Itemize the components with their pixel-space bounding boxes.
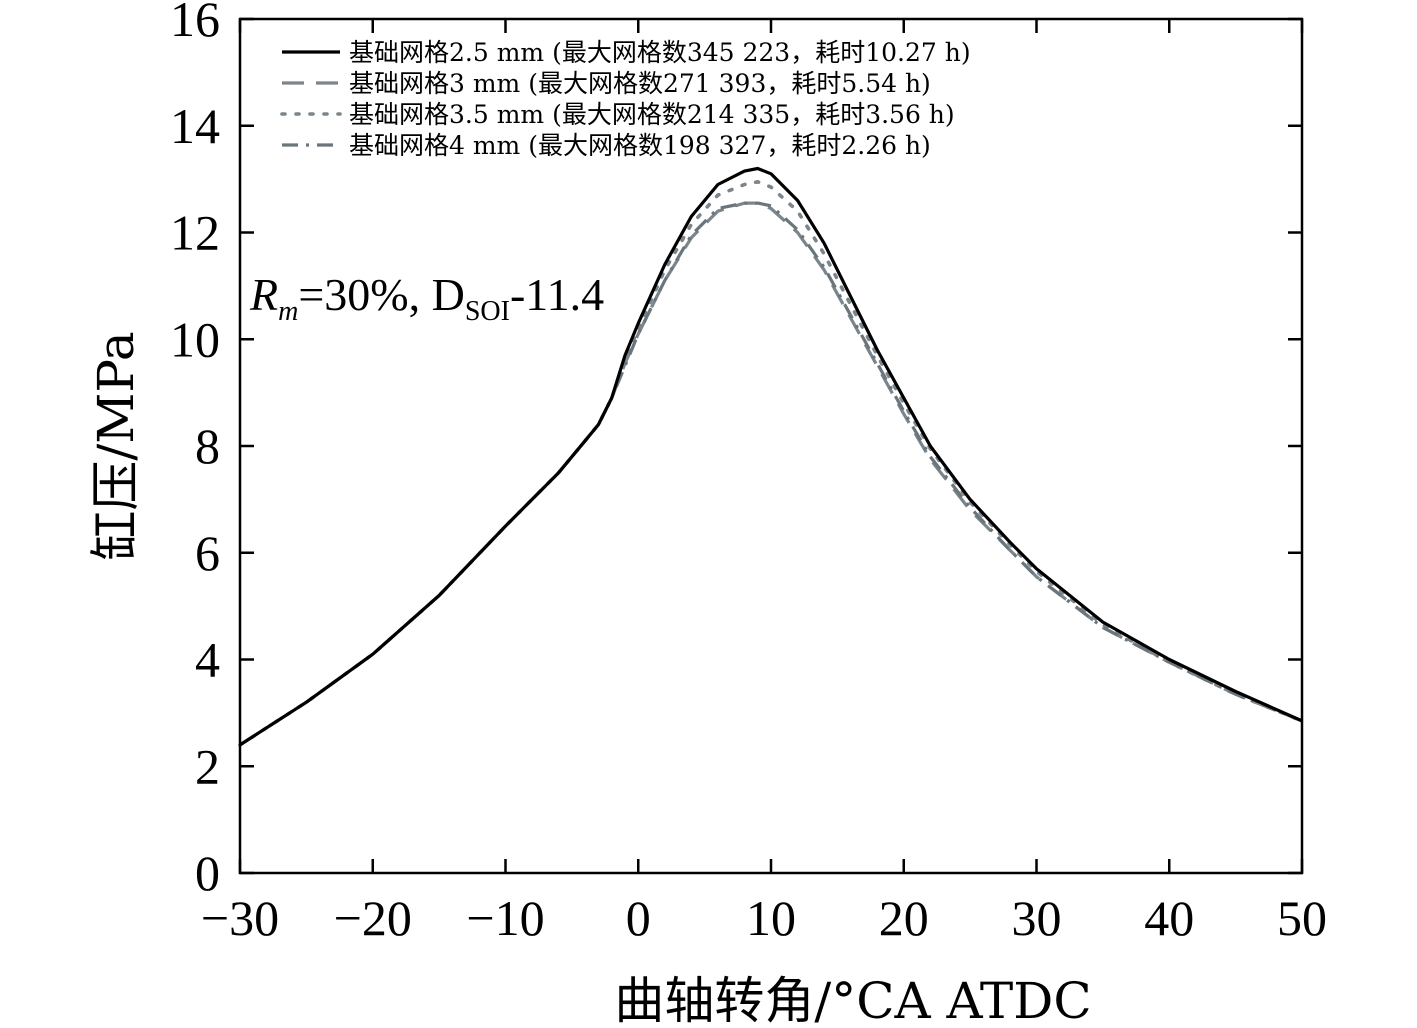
legend-label-1: 基础网格2.5 mm (最大网格数345 223，耗时10.27 h) [349, 38, 971, 67]
x-tick-label: 50 [1277, 890, 1327, 946]
y-tick-label: 8 [195, 418, 220, 474]
annotation-r-value: =30%, D [298, 269, 464, 320]
annotation-r-subscript: m [278, 296, 298, 327]
y-tick-label: 0 [195, 845, 220, 901]
x-tick-label: 10 [746, 890, 796, 946]
x-axis-title: 曲轴转角/°CA ATDC [614, 972, 1091, 1028]
annotation-d-value: -11.4 [510, 269, 604, 320]
x-tick-label: 30 [1012, 890, 1062, 946]
legend-label-2: 基础网格3 mm (最大网格数271 393，耗时5.54 h) [349, 69, 931, 98]
annotation-d-subscript: SOI [465, 296, 510, 327]
x-tick-label: 20 [879, 890, 929, 946]
y-tick-label: 16 [170, 0, 220, 47]
series-line-1 [239, 166, 1303, 747]
series-line-4 [239, 201, 1303, 747]
y-tick-label: 6 [195, 525, 220, 581]
y-tick-label: 10 [170, 311, 220, 367]
y-tick-label: 2 [195, 738, 220, 794]
x-tick-label: −10 [466, 890, 544, 946]
y-tick-label: 14 [170, 98, 220, 154]
series-layer [238, 166, 1304, 747]
x-tick-label: 0 [626, 890, 651, 946]
x-tick-label: −30 [201, 890, 279, 946]
y-tick-label: 4 [195, 632, 220, 688]
annotation-text: Rm=30%, DSOI-11.4 [249, 269, 604, 327]
legend-label-4: 基础网格4 mm (最大网格数198 327，耗时2.26 h) [349, 131, 931, 160]
ticks-layer: −30 −20 −10 0 10 20 30 40 50 0 2 4 6 8 10 12 14 16 [170, 0, 1327, 946]
legend: 基础网格2.5 mm (最大网格数345 223，耗时10.27 h)基础网格3… [280, 38, 971, 160]
x-tick-label: −20 [334, 890, 412, 946]
x-tick-label: 40 [1144, 890, 1194, 946]
legend-label-3: 基础网格3.5 mm (最大网格数214 335，耗时3.56 h) [349, 100, 955, 129]
y-axis-title: 缸压/MPa [87, 331, 145, 560]
y-tick-label: 12 [170, 205, 220, 261]
annotation-r-symbol: R [249, 269, 278, 320]
